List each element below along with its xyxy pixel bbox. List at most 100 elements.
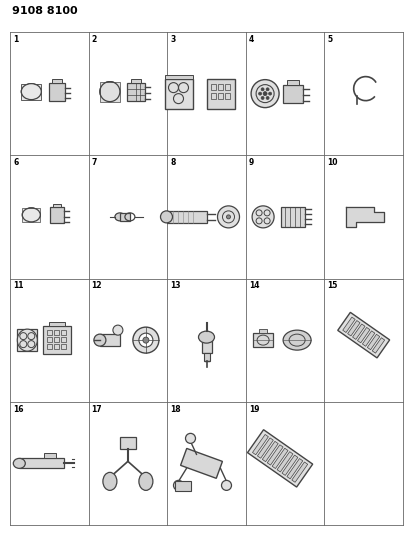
Bar xyxy=(175,481,191,491)
Bar xyxy=(217,93,222,99)
Text: 17: 17 xyxy=(92,405,102,414)
Bar xyxy=(206,79,235,109)
Bar xyxy=(100,334,120,346)
Ellipse shape xyxy=(21,84,41,100)
Polygon shape xyxy=(267,445,283,465)
Polygon shape xyxy=(292,462,308,482)
Bar xyxy=(61,330,66,335)
Ellipse shape xyxy=(252,206,274,228)
Bar xyxy=(17,329,37,351)
Polygon shape xyxy=(367,334,380,350)
Ellipse shape xyxy=(263,92,267,95)
Bar xyxy=(224,84,229,90)
Bar xyxy=(47,330,52,335)
Bar xyxy=(283,85,303,103)
Ellipse shape xyxy=(269,92,272,95)
Text: 10: 10 xyxy=(328,158,338,167)
Ellipse shape xyxy=(199,331,215,343)
Text: 13: 13 xyxy=(170,281,181,290)
Text: 4: 4 xyxy=(249,35,254,44)
Text: 18: 18 xyxy=(170,405,181,414)
Bar xyxy=(54,330,59,335)
Bar xyxy=(120,438,136,449)
Bar xyxy=(201,337,212,353)
Ellipse shape xyxy=(266,88,269,91)
Ellipse shape xyxy=(100,82,120,102)
Bar xyxy=(217,84,222,90)
Ellipse shape xyxy=(259,92,261,95)
Bar xyxy=(44,454,56,458)
Ellipse shape xyxy=(17,329,37,351)
Text: 6: 6 xyxy=(13,158,18,167)
Ellipse shape xyxy=(217,206,240,228)
Text: 5: 5 xyxy=(328,35,332,44)
Ellipse shape xyxy=(13,458,25,469)
Bar xyxy=(21,84,41,100)
Bar xyxy=(52,79,62,83)
Bar xyxy=(43,326,71,354)
Ellipse shape xyxy=(22,208,40,222)
Bar xyxy=(131,79,141,83)
Polygon shape xyxy=(287,458,303,479)
Bar xyxy=(253,333,273,347)
Polygon shape xyxy=(343,317,355,333)
Ellipse shape xyxy=(283,330,311,350)
Polygon shape xyxy=(282,455,298,475)
Ellipse shape xyxy=(139,472,153,490)
Bar xyxy=(47,337,52,342)
Bar xyxy=(50,207,64,223)
Ellipse shape xyxy=(261,96,264,100)
Bar xyxy=(54,337,59,342)
Text: 3: 3 xyxy=(170,35,175,44)
Bar xyxy=(22,208,40,222)
Ellipse shape xyxy=(115,213,125,221)
Polygon shape xyxy=(346,207,384,227)
Ellipse shape xyxy=(113,325,123,335)
Text: 12: 12 xyxy=(92,281,102,290)
Bar xyxy=(19,458,64,469)
Ellipse shape xyxy=(21,84,41,100)
Polygon shape xyxy=(348,320,360,336)
Ellipse shape xyxy=(161,211,173,223)
Bar xyxy=(287,79,299,85)
Ellipse shape xyxy=(139,333,153,347)
Bar xyxy=(281,207,305,227)
Ellipse shape xyxy=(173,480,183,490)
Ellipse shape xyxy=(266,96,269,100)
Polygon shape xyxy=(358,327,370,343)
Text: 1: 1 xyxy=(13,35,18,44)
Text: 8: 8 xyxy=(170,158,175,167)
Bar xyxy=(164,75,192,79)
Text: 14: 14 xyxy=(249,281,259,290)
Text: 19: 19 xyxy=(249,405,259,414)
Polygon shape xyxy=(372,338,385,353)
Text: 9: 9 xyxy=(249,158,254,167)
Bar xyxy=(61,344,66,349)
Bar xyxy=(210,84,215,90)
Ellipse shape xyxy=(94,334,106,346)
Bar xyxy=(61,337,66,342)
Bar xyxy=(210,93,215,99)
Bar xyxy=(53,204,61,207)
Bar xyxy=(259,329,267,333)
Polygon shape xyxy=(277,451,293,472)
Polygon shape xyxy=(363,331,375,346)
Polygon shape xyxy=(338,312,390,358)
Polygon shape xyxy=(247,430,313,487)
Polygon shape xyxy=(180,448,222,478)
Polygon shape xyxy=(257,438,273,458)
Bar xyxy=(203,353,210,361)
Text: 7: 7 xyxy=(92,158,97,167)
Polygon shape xyxy=(353,324,365,340)
Ellipse shape xyxy=(103,472,117,490)
Text: 11: 11 xyxy=(13,281,23,290)
Bar xyxy=(127,83,145,101)
Ellipse shape xyxy=(226,215,231,219)
Text: 15: 15 xyxy=(328,281,338,290)
Bar xyxy=(164,79,192,109)
Text: 9108 8100: 9108 8100 xyxy=(12,6,78,16)
Polygon shape xyxy=(272,448,288,469)
Bar xyxy=(166,211,206,223)
Bar xyxy=(47,344,52,349)
Ellipse shape xyxy=(251,79,279,108)
